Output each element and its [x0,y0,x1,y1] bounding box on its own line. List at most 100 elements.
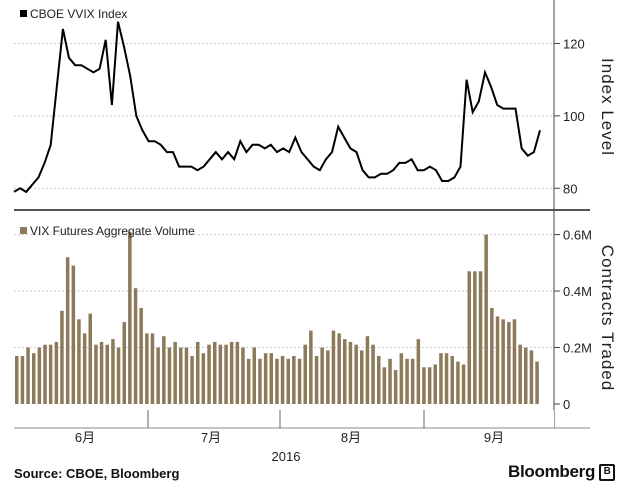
vvix-tick-label: 120 [563,36,585,51]
volume-bar [252,347,256,404]
volume-y-axis-title: Contracts Traded [598,245,617,391]
volume-bar [82,333,87,404]
volume-bar [495,316,500,404]
volume-legend-label: VIX Futures Aggregate Volume [30,224,195,238]
volume-bar [20,356,25,404]
volume-bar [388,358,392,404]
volume-bar [275,358,279,404]
volume-bar [371,344,375,404]
volume-bar [433,364,437,404]
volume-tick-label: 0.6M [563,228,592,243]
volume-bar [360,350,364,404]
volume-bar [229,341,234,404]
volume-bars [15,231,539,404]
volume-gridlines [14,234,554,349]
volume-bar [473,271,477,404]
volume-bar [337,333,341,404]
volume-bar [263,353,268,404]
volume-bar [297,358,302,404]
volume-bar [258,358,262,404]
volume-bar [116,347,121,404]
volume-bar [444,353,449,404]
volume-bar [218,344,223,404]
volume-bar [331,330,336,404]
volume-bar [54,341,59,404]
volume-bar [184,347,189,404]
volume-bar [213,341,217,404]
volume-bar [167,347,172,404]
volume-bar [512,319,517,404]
volume-bar [439,353,443,404]
vvix-tick-label: 100 [563,109,585,124]
volume-bar [145,333,149,404]
volume-bar [133,288,138,404]
volume-bar [139,308,143,404]
volume-bar [201,353,206,404]
x-axis-band [14,410,554,428]
volume-bar [94,344,98,404]
volume-bar [224,344,228,404]
volume-bar [60,310,64,404]
volume-bar [484,234,488,404]
volume-bar [43,344,47,404]
vvix-y-axis-title: Index Level [598,58,617,156]
volume-bar [326,350,330,404]
volume-bar [393,370,398,404]
volume-bar [122,322,126,404]
volume-bar [48,344,53,404]
x-axis-year: 2016 [272,449,301,464]
volume-panel: 0 0.2M 0.4M 0.6M Contracts Traded VIX Futur… [14,224,617,412]
volume-bar [105,344,109,404]
volume-bar [501,319,505,404]
volume-bar [309,330,313,404]
volume-bar [280,356,285,404]
volume-bar [269,353,273,404]
volume-bar [26,347,30,404]
vvix-y-ticks: 80 100 120 [554,36,585,196]
volume-bar [529,350,534,404]
vvix-legend-label: CBOE VVIX Index [30,7,127,21]
volume-bar [467,271,471,404]
volume-bar [292,356,296,404]
volume-bar [354,344,358,404]
volume-bar [399,353,404,404]
volume-bar [405,358,409,404]
volume-bar [179,347,183,404]
vvix-panel: 80 100 120 Index Level CBOE VVIX Index [13,0,617,210]
x-axis-month-label: 7月 [201,430,221,445]
vvix-line [13,21,541,194]
volume-bar [15,356,19,404]
source-note: Source: CBOE, Bloomberg [14,466,180,481]
vvix-legend-swatch [20,10,27,17]
volume-bar [456,361,460,404]
volume-bar [416,339,421,404]
bloomberg-b-icon: B [599,464,616,482]
volume-bar [88,313,92,404]
volume-bar [246,358,251,404]
volume-bar [77,319,81,404]
volume-bar [427,367,432,404]
volume-bar [478,271,483,404]
volume-bar [162,336,166,404]
volume-bar [422,367,426,404]
volume-bar [111,339,115,404]
volume-tick-label: 0.2M [563,341,592,356]
volume-bar [71,265,76,404]
volume-bar [377,356,381,404]
volume-bar [507,322,511,404]
volume-legend-swatch [20,227,27,234]
volume-bar [150,333,155,404]
volume-bar [190,356,194,404]
volume-bar [196,341,200,404]
bloomberg-wordmark: Bloomberg [508,462,596,481]
x-axis-month-label: 9月 [484,430,504,445]
volume-bar [490,308,494,404]
bloomberg-logo: Bloomberg B [508,462,616,482]
volume-bar [99,341,104,404]
vvix-tick-label: 80 [563,181,577,196]
volume-tick-label: 0 [563,397,570,412]
volume-bar [450,356,454,404]
volume-bar [343,339,347,404]
volume-tick-label: 0.4M [563,284,592,299]
